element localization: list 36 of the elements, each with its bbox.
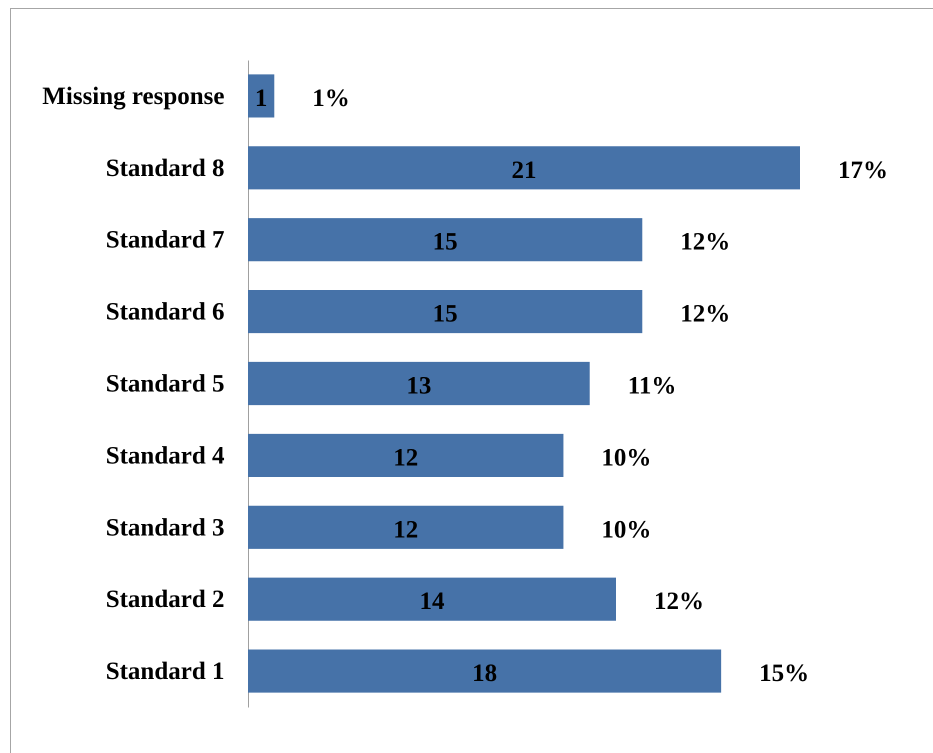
bar [248,649,722,693]
data-label: 1 [254,84,268,112]
data-label: 15 [432,228,458,256]
bar [248,362,590,406]
data-label: 13 [406,372,432,400]
annotation: 11% [628,372,676,400]
annotation: 1% [312,84,350,112]
y-tick-label: Standard 8 [106,154,224,182]
bar [248,218,642,262]
annotation: 10% [601,516,652,544]
bar [248,578,616,621]
data-label: 18 [472,660,498,688]
data-label: 12 [393,444,418,472]
y-tick-label: Standard 6 [106,298,224,326]
y-tick-label: Standard 3 [106,514,224,542]
y-tick-label: Standard 2 [106,586,224,614]
data-label: 12 [393,516,418,544]
data-label: 21 [512,156,536,184]
annotation: 17% [838,156,888,184]
y-tick-label: Missing response [42,82,224,110]
annotation: 12% [680,228,730,256]
y-tick-label: Standard 1 [106,658,224,686]
annotation: 10% [601,444,652,472]
annotation: 12% [680,300,730,328]
data-label: 15 [432,300,458,328]
data-label: 14 [420,588,445,616]
bar [248,506,564,549]
bar [248,434,564,477]
bar [248,74,274,118]
annotation: 12% [654,588,704,616]
y-tick-label: Standard 4 [106,442,225,470]
bar [248,146,800,190]
y-tick-label: Standard 5 [106,370,224,398]
annotation: 15% [759,660,810,688]
bar [248,290,642,334]
y-tick-label: Standard 7 [106,226,224,254]
